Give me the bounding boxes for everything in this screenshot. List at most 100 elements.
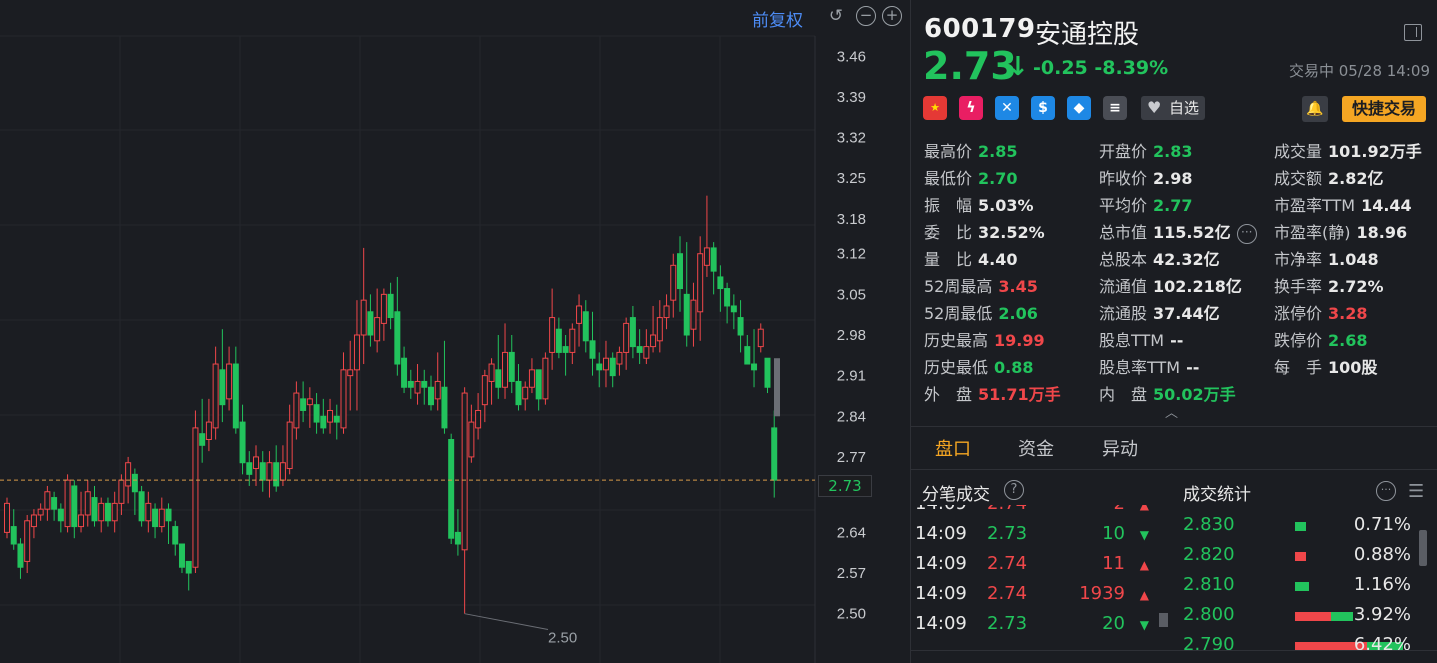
stock-name: 安通控股 bbox=[1035, 20, 1140, 50]
more-info-icon[interactable]: ··· bbox=[1236, 223, 1257, 244]
dollar-icon[interactable]: $ bbox=[1031, 96, 1055, 120]
china-flag-icon[interactable]: ★ bbox=[923, 96, 947, 120]
candle-body bbox=[757, 328, 764, 348]
ticks-scrollbar[interactable] bbox=[1159, 613, 1168, 627]
quick-trade-button[interactable]: 快捷交易 bbox=[1342, 96, 1426, 122]
down-arrow-icon: ↓ bbox=[1007, 52, 1029, 82]
stat-label: 流通股 bbox=[1099, 304, 1148, 323]
volume-price: 2.790 bbox=[1183, 634, 1235, 650]
candle-body bbox=[542, 357, 549, 400]
list-view-icon[interactable]: ☰ bbox=[1408, 481, 1425, 502]
shuffle-icon[interactable]: ✕ bbox=[995, 96, 1019, 120]
candlestick-svg[interactable]: 3.46 3.39 3.32 3.25 3.18 3.12 3.05 2.98 2.91 2.84… bbox=[0, 0, 910, 663]
help-icon[interactable]: ? bbox=[1004, 480, 1024, 500]
candle-body bbox=[461, 392, 468, 551]
candle-body bbox=[562, 346, 569, 353]
candle-body bbox=[24, 520, 31, 562]
tick-volume: 11 bbox=[1102, 553, 1125, 574]
up-triangle-icon: ▲ bbox=[1139, 588, 1149, 602]
stat-value: 19.99 bbox=[994, 331, 1045, 350]
zoom-in-icon[interactable]: + bbox=[882, 6, 902, 26]
volume-percent: 6.42% bbox=[1353, 634, 1411, 650]
stat-value: 2.98 bbox=[1153, 169, 1193, 188]
stat-label: 振 幅 bbox=[924, 196, 973, 215]
candle-body bbox=[582, 311, 589, 342]
stat-label: 市盈率TTM bbox=[1274, 196, 1356, 215]
y-tick-label: 2.50 bbox=[837, 606, 866, 623]
stat-value: 4.40 bbox=[978, 250, 1018, 269]
tick-price: 2.73 bbox=[987, 613, 1028, 634]
stat-value: 3.45 bbox=[998, 277, 1038, 296]
stat-col2-4: 总股本 42.32亿 bbox=[1099, 246, 1220, 270]
layout-toggle-icon[interactable] bbox=[1404, 24, 1422, 41]
alert-bell-icon[interactable]: 🔔 bbox=[1302, 96, 1328, 122]
candle-body bbox=[421, 380, 428, 388]
y-tick-label: 2.57 bbox=[837, 565, 866, 582]
volume-stats-list[interactable]: 2.830 0.71% 2.820 0.88% 2.810 1.16% 2.800 3.92%… bbox=[1181, 510, 1431, 650]
candle-body bbox=[367, 311, 374, 336]
tick-price: 2.74 bbox=[987, 505, 1027, 514]
stat-col2-0: 开盘价 2.83 bbox=[1099, 138, 1193, 162]
candle-body bbox=[502, 351, 509, 388]
candle-body bbox=[656, 317, 663, 342]
stat-value: 101.92万手 bbox=[1328, 142, 1422, 161]
tag-icon[interactable]: ◆ bbox=[1067, 96, 1091, 120]
stat-value: 2.72% bbox=[1328, 277, 1384, 296]
kline-chart[interactable]: 3.46 3.39 3.32 3.25 3.18 3.12 3.05 2.98 2.91 2.84… bbox=[0, 0, 910, 663]
candle-body bbox=[333, 415, 340, 423]
lightning-icon[interactable]: ϟ bbox=[959, 96, 983, 120]
volstats-scrollbar[interactable] bbox=[1419, 530, 1427, 566]
volume-row: 2.810 1.16% bbox=[1181, 574, 1416, 604]
panel-tabs: 盘口 资金 异动 bbox=[911, 426, 1437, 470]
candle-body bbox=[596, 363, 603, 371]
stat-label: 涨停价 bbox=[1274, 304, 1323, 323]
tab-handicap[interactable]: 盘口 bbox=[935, 439, 971, 460]
volume-row: 2.800 3.92% bbox=[1181, 604, 1416, 634]
zoom-out-icon[interactable]: − bbox=[856, 6, 876, 26]
stat-col3-1: 成交额 2.82亿 bbox=[1274, 165, 1384, 189]
candle-body bbox=[751, 363, 758, 371]
stat-label: 历史最高 bbox=[924, 331, 989, 350]
candle-body bbox=[744, 346, 751, 365]
reset-icon[interactable]: ↺ bbox=[828, 6, 844, 26]
candle-body bbox=[232, 363, 239, 429]
tab-funds[interactable]: 资金 bbox=[1018, 439, 1054, 460]
bottom-divider bbox=[911, 650, 1437, 663]
candle-body bbox=[468, 421, 475, 458]
buy-volume-bar bbox=[1295, 552, 1306, 561]
candle-body bbox=[643, 346, 650, 359]
stat-label: 成交额 bbox=[1274, 169, 1323, 188]
candle-body bbox=[104, 502, 111, 522]
candle-body bbox=[636, 346, 643, 353]
candle-body bbox=[697, 253, 704, 313]
stat-col3-8: 每 手 100股 bbox=[1274, 354, 1377, 378]
candle-body bbox=[454, 531, 461, 545]
tick-time: 14:09 bbox=[915, 613, 967, 634]
buy-volume-bar bbox=[1295, 642, 1367, 650]
candle-body bbox=[475, 409, 482, 429]
candle-body bbox=[407, 380, 414, 388]
stat-col3-2: 市盈率TTM 14.44 bbox=[1274, 192, 1412, 216]
stat-value: -- bbox=[1170, 331, 1184, 350]
tick-trades-list[interactable]: 14:092.742▲14:092.7310▼14:092.7411▲14:09… bbox=[911, 505, 1171, 645]
candle-body bbox=[360, 299, 367, 336]
stat-label: 市盈率(静) bbox=[1274, 223, 1351, 242]
candle-body bbox=[394, 311, 401, 365]
tick-time: 14:09 bbox=[915, 583, 967, 604]
document-icon[interactable]: ≡ bbox=[1103, 96, 1127, 120]
adjust-mode-button[interactable]: 前复权 bbox=[752, 11, 803, 31]
collapse-caret-icon[interactable]: ︿ bbox=[1165, 406, 1179, 421]
current-price-tag: 2.73 bbox=[818, 475, 872, 497]
candle-body bbox=[387, 293, 394, 319]
tab-anomaly[interactable]: 异动 bbox=[1102, 439, 1138, 460]
stat-value: 50.02万手 bbox=[1153, 385, 1236, 404]
more-options-icon[interactable]: ··· bbox=[1376, 481, 1396, 501]
add-favorite-button[interactable]: ♥ 自选 bbox=[1141, 96, 1205, 120]
stat-label: 总市值 bbox=[1099, 223, 1148, 242]
stat-col1-9: 外 盘 51.71万手 bbox=[924, 381, 1061, 405]
volume-price: 2.820 bbox=[1183, 544, 1235, 565]
stat-col1-1: 最低价 2.70 bbox=[924, 165, 1018, 189]
stat-col3-6: 涨停价 3.28 bbox=[1274, 300, 1368, 324]
stat-label: 总股本 bbox=[1099, 250, 1148, 269]
tick-time: 14:09 bbox=[915, 553, 967, 574]
